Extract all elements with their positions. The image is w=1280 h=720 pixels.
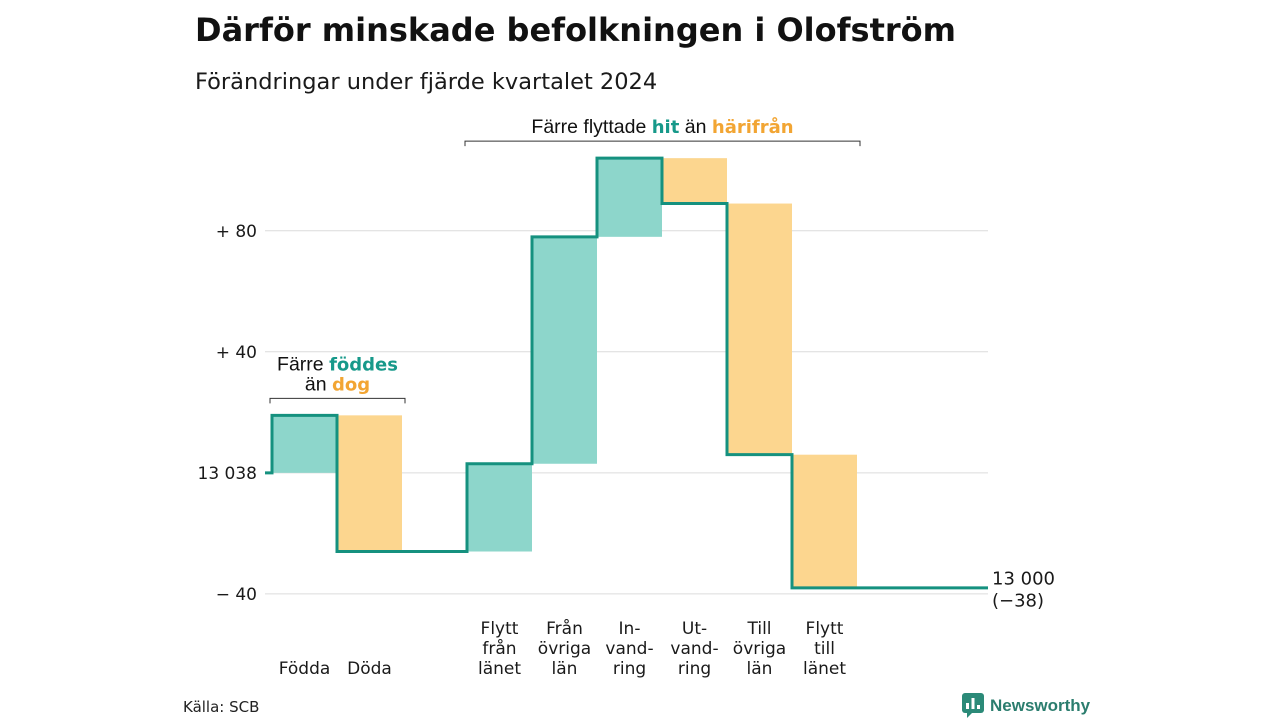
x-label-line: ring: [613, 659, 646, 679]
bar-fodda: [272, 415, 337, 473]
newsworthy-logo-text: Newsworthy: [990, 696, 1091, 715]
waterfall-step-line: [265, 156, 988, 590]
x-label-line: övriga: [733, 639, 786, 659]
annotation: Färre flyttade hit än härifrån: [464, 116, 861, 147]
annotation-word: Färre flyttade: [531, 116, 646, 138]
x-label-till-ovriga-lan: Till övriga län: [733, 619, 786, 679]
x-label-line: Ut-: [682, 619, 707, 639]
x-label-flytt-till-lanet: Flytt till länet: [803, 619, 846, 679]
bar-till-ovriga-lan: [727, 203, 792, 455]
x-label-line: Döda: [347, 659, 392, 679]
x-label-doda: Döda: [347, 659, 392, 679]
x-label-line: Flytt: [481, 619, 519, 639]
x-label-line: Flytt: [806, 619, 844, 639]
annotation-bracket: [269, 397, 406, 404]
bar-utvandring: [662, 158, 727, 204]
x-label-line: Till: [746, 619, 771, 639]
x-label-line: län: [552, 659, 578, 679]
x-label-line: Födda: [279, 659, 331, 679]
newsworthy-logo: Newsworthy: [962, 693, 1090, 719]
x-label-line: från: [482, 638, 516, 659]
x-label-fran-ovriga-lan: Från övriga län: [538, 618, 591, 679]
bars: [272, 158, 857, 588]
bar-flytt-fran-lanet: [467, 463, 532, 552]
chart-title: Därför minskade befolkningen i Olofström: [195, 11, 956, 49]
x-label-line: till: [814, 639, 835, 659]
x-label-line: länet: [478, 659, 521, 679]
y-tick-label: + 40: [216, 343, 257, 363]
x-label-line: länet: [803, 659, 846, 679]
y-axis-ticks: + 80 + 40 13 038 − 40: [198, 222, 257, 605]
annotation-bracket: [464, 140, 861, 147]
x-label-fodda: Födda: [279, 659, 331, 679]
x-label-line: Från: [546, 618, 583, 639]
end-value: 13 000(−38): [992, 568, 1055, 611]
bar-flytt-till-lanet: [792, 454, 857, 588]
annotation-word: Färre: [277, 353, 324, 375]
chart-subtitle: Förändringar under fjärde kvartalet 2024: [195, 69, 658, 95]
annotation-word: än: [305, 373, 327, 395]
x-label-invandring: In-vand-ring: [605, 619, 653, 679]
bar-fran-ovriga-lan: [532, 236, 597, 464]
annotation-word: än: [685, 116, 707, 138]
annotation-text: Färre föddes: [277, 353, 398, 375]
x-label-line: In-: [619, 619, 641, 639]
bar-invandring: [597, 158, 662, 237]
x-label-line: övriga: [538, 639, 591, 659]
x-label-line: län: [747, 659, 773, 679]
end-change-label: (−38): [992, 590, 1044, 611]
end-population-label: 13 000: [992, 568, 1055, 589]
y-tick-label: − 40: [216, 585, 257, 605]
annotation-text: än dog: [305, 373, 370, 395]
newsworthy-logo-icon: [962, 693, 984, 718]
y-tick-label: 13 038: [198, 464, 257, 484]
x-label-line: ring: [678, 659, 711, 679]
source-note: Källa: SCB: [183, 698, 260, 716]
annotation-highlight: dog: [332, 374, 370, 395]
x-label-line: vand-: [670, 639, 718, 659]
annotation-text: Färre flyttade hit än härifrån: [531, 116, 793, 138]
annotation-highlight: föddes: [329, 354, 398, 375]
annotation-highlight: hit: [652, 117, 680, 138]
bar-doda: [337, 415, 402, 552]
y-tick-label: + 80: [216, 222, 257, 242]
x-label-line: vand-: [605, 639, 653, 659]
x-label-utvandring: Ut-vand-ring: [670, 619, 718, 679]
x-label-flytt-fran-lanet: Flytt från länet: [478, 619, 521, 679]
annotation-highlight: härifrån: [712, 116, 794, 138]
